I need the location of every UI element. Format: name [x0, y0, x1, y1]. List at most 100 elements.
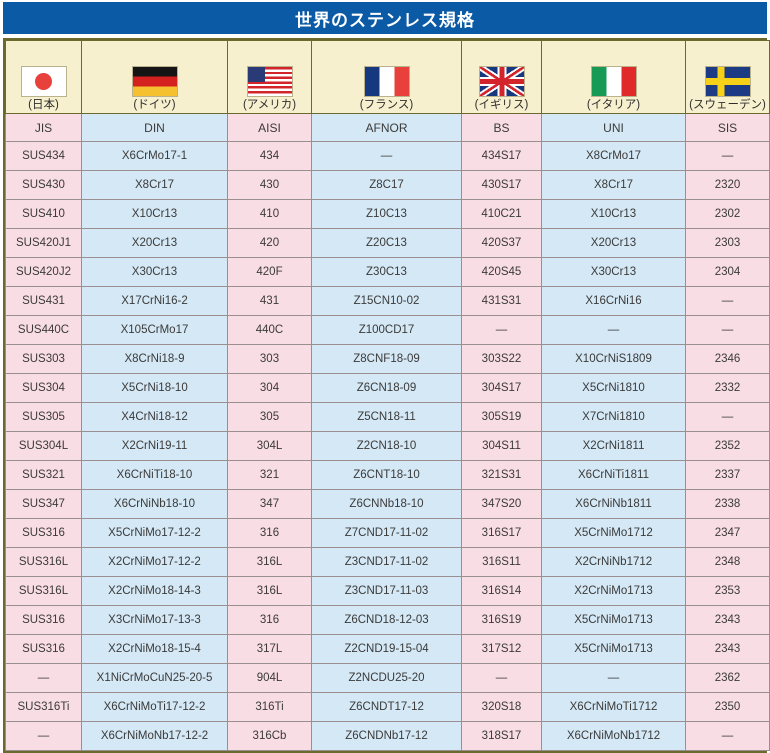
cell-din: X20Cr13	[81, 228, 228, 258]
country-flag-header-row: (日本) (ドイツ) (アメリカ) (フランス) (イギリス) (イタリア) (スウェーデン…	[5, 40, 770, 114]
cell-din: X3CrNiMo17-13-3	[81, 605, 228, 635]
cell-jis: SUS420J2	[5, 257, 82, 287]
cell-bs: 317S12	[461, 634, 542, 664]
cell-jis: SUS347	[5, 489, 82, 519]
cell-bs: 318S17	[461, 721, 542, 751]
cell-uni: —	[541, 315, 686, 345]
cell-aisi: 317L	[227, 634, 312, 664]
cell-afnor: Z100CD17	[311, 315, 462, 345]
table-row: SUS434 X6CrMo17-1 434—434S17 X8CrMo17—	[5, 141, 770, 171]
table-body: (日本) (ドイツ) (アメリカ) (フランス) (イギリス) (イタリア) (スウェーデン…	[5, 40, 770, 751]
table-row: SUS420J1 X20Cr13 420 Z20C13 420S37 X20Cr13 230…	[5, 228, 770, 258]
cell-afnor: Z20C13	[311, 228, 462, 258]
table-row: SUS430 X8Cr17 430 Z8C17 430S17 X8Cr17 2320	[5, 170, 770, 200]
cell-sis: —	[685, 721, 770, 751]
cell-uni: X10CrNiS1809	[541, 344, 686, 374]
country-header-cell: (スウェーデン)	[685, 40, 770, 114]
cell-bs: —	[461, 663, 542, 693]
cell-din: X105CrMo17	[81, 315, 228, 345]
united-kingdom-flag	[478, 65, 525, 97]
country-header-cell: (イギリス)	[461, 40, 542, 114]
cell-uni: X6CrNiMoTi1712	[541, 692, 686, 722]
cell-aisi: 321	[227, 460, 312, 490]
cell-din: X6CrNiNb18-10	[81, 489, 228, 519]
cell-sis: 2353	[685, 576, 770, 606]
cell-bs: 305S19	[461, 402, 542, 432]
page-title: 世界のステンレス規格	[3, 2, 767, 34]
cell-din: X30Cr13	[81, 257, 228, 287]
cell-afnor: Z6CNDT17-12	[311, 692, 462, 722]
cell-sis: 2303	[685, 228, 770, 258]
cell-uni: X6CrNiTi1811	[541, 460, 686, 490]
cell-jis: —	[5, 663, 82, 693]
cell-jis: —	[5, 721, 82, 751]
standards-table-container: (日本) (ドイツ) (アメリカ) (フランス) (イギリス) (イタリア) (スウェーデン…	[3, 38, 770, 753]
cell-bs: 434S17	[461, 141, 542, 171]
cell-din: X10Cr13	[81, 199, 228, 229]
cell-uni: X20Cr13	[541, 228, 686, 258]
flag-cell: (フランス)	[314, 44, 459, 111]
cell-bs: 431S31	[461, 286, 542, 316]
country-header-cell: (イタリア)	[541, 40, 686, 114]
cell-uni: X7CrNi1810	[541, 402, 686, 432]
cell-aisi: 431	[227, 286, 312, 316]
table-row: SUS347 X6CrNiNb18-10 347 Z6CNNb18-10 347S20 X…	[5, 489, 770, 519]
country-label: (フランス)	[359, 98, 414, 111]
cell-jis: SUS316Ti	[5, 692, 82, 722]
table-row: SUS410 X10Cr13 410 Z10C13 410C21 X10Cr13 2302	[5, 199, 770, 229]
cell-jis: SUS305	[5, 402, 82, 432]
cell-bs: 430S17	[461, 170, 542, 200]
cell-sis: 2348	[685, 547, 770, 577]
cell-aisi: 303	[227, 344, 312, 374]
cell-jis: SUS420J1	[5, 228, 82, 258]
cell-din: X1NiCrMoCuN25-20-5	[81, 663, 228, 693]
cell-aisi: 420	[227, 228, 312, 258]
cell-sis: 2332	[685, 373, 770, 403]
cell-sis: 2337	[685, 460, 770, 490]
table-row: SUS420J2 X30Cr13 420F Z30C13 420S45 X30Cr13 23…	[5, 257, 770, 287]
flag-cell: (ドイツ)	[84, 44, 225, 111]
table-row: SUS316L X2CrNiMo18-14-3 316L Z3CND17-11-03 3…	[5, 576, 770, 606]
cell-bs: 316S11	[461, 547, 542, 577]
country-label: (日本)	[28, 98, 59, 111]
cell-sis: 2302	[685, 199, 770, 229]
flag-cell: (イタリア)	[544, 44, 683, 111]
cell-uni: X8Cr17	[541, 170, 686, 200]
cell-uni: X5CrNiMo1712	[541, 518, 686, 548]
country-header-cell: (ドイツ)	[81, 40, 228, 114]
france-flag	[363, 65, 410, 97]
country-label: (イギリス)	[474, 98, 529, 111]
cell-uni: X5CrNi1810	[541, 373, 686, 403]
cell-aisi: 316	[227, 605, 312, 635]
cell-jis: SUS316	[5, 605, 82, 635]
union-jack-diagonals	[479, 66, 524, 96]
cell-jis: SUS304L	[5, 431, 82, 461]
flag-cell: (イギリス)	[464, 44, 539, 111]
cell-aisi: 316Ti	[227, 692, 312, 722]
usa-flag	[246, 65, 293, 97]
cell-uni: —	[541, 663, 686, 693]
cell-aisi: 316L	[227, 576, 312, 606]
cell-bs: 316S19	[461, 605, 542, 635]
cell-din: X5CrNiMo17-12-2	[81, 518, 228, 548]
cell-din: X6CrNiMoNb17-12-2	[81, 721, 228, 751]
cell-uni: X8CrMo17	[541, 141, 686, 171]
cell-uni: X16CrNi16	[541, 286, 686, 316]
column-header-bs: BS	[461, 113, 542, 142]
cell-aisi: 440C	[227, 315, 312, 345]
cell-jis: SUS316L	[5, 547, 82, 577]
cell-afnor: Z6CNDNb17-12	[311, 721, 462, 751]
cell-jis: SUS431	[5, 286, 82, 316]
cell-din: X2CrNiMo18-15-4	[81, 634, 228, 664]
cell-uni: X10Cr13	[541, 199, 686, 229]
germany-flag	[131, 65, 178, 97]
cell-bs: 420S45	[461, 257, 542, 287]
country-header-cell: (フランス)	[311, 40, 462, 114]
cell-bs: 320S18	[461, 692, 542, 722]
cell-bs: 303S22	[461, 344, 542, 374]
table-row: SUS316 X3CrNiMo17-13-3 316 Z6CND18-12-03 316…	[5, 605, 770, 635]
cell-jis: SUS410	[5, 199, 82, 229]
cell-sis: —	[685, 315, 770, 345]
cell-sis: —	[685, 286, 770, 316]
